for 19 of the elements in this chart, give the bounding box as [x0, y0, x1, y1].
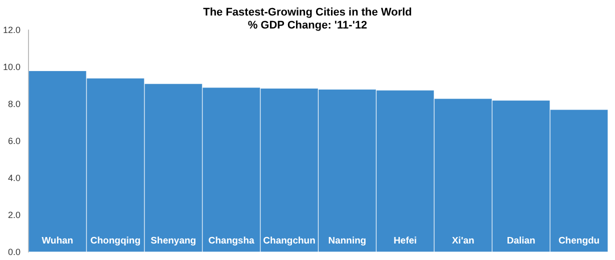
x-tick-label: Changsha	[208, 236, 256, 246]
x-tick-label: Xi'an	[452, 236, 474, 246]
x-tick-label: Nanning	[328, 236, 366, 246]
y-tick-label: 6.0	[8, 136, 21, 146]
x-tick-label: Dalian	[506, 236, 536, 246]
x-tick-label: Chengdu	[558, 236, 600, 246]
y-tick-label: 2.0	[8, 210, 21, 220]
y-tick-label: 8.0	[8, 99, 21, 109]
y-tick-label: 0.0	[8, 247, 21, 257]
x-tick-label: Chongqing	[90, 236, 141, 246]
chart-title: The Fastest-Growing Cities in the World	[203, 6, 412, 18]
x-tick-label: Changchun	[263, 236, 316, 246]
chart-subtitle: % GDP Change: '11-'12	[248, 20, 368, 32]
y-tick-label: 12.0	[2, 25, 21, 35]
y-tick-label: 4.0	[8, 173, 21, 183]
x-tick-label: Wuhan	[42, 236, 74, 246]
x-tick-label: Shenyang	[150, 236, 196, 246]
x-tick-label: Hefei	[394, 236, 417, 246]
y-tick-label: 10.0	[2, 62, 21, 72]
